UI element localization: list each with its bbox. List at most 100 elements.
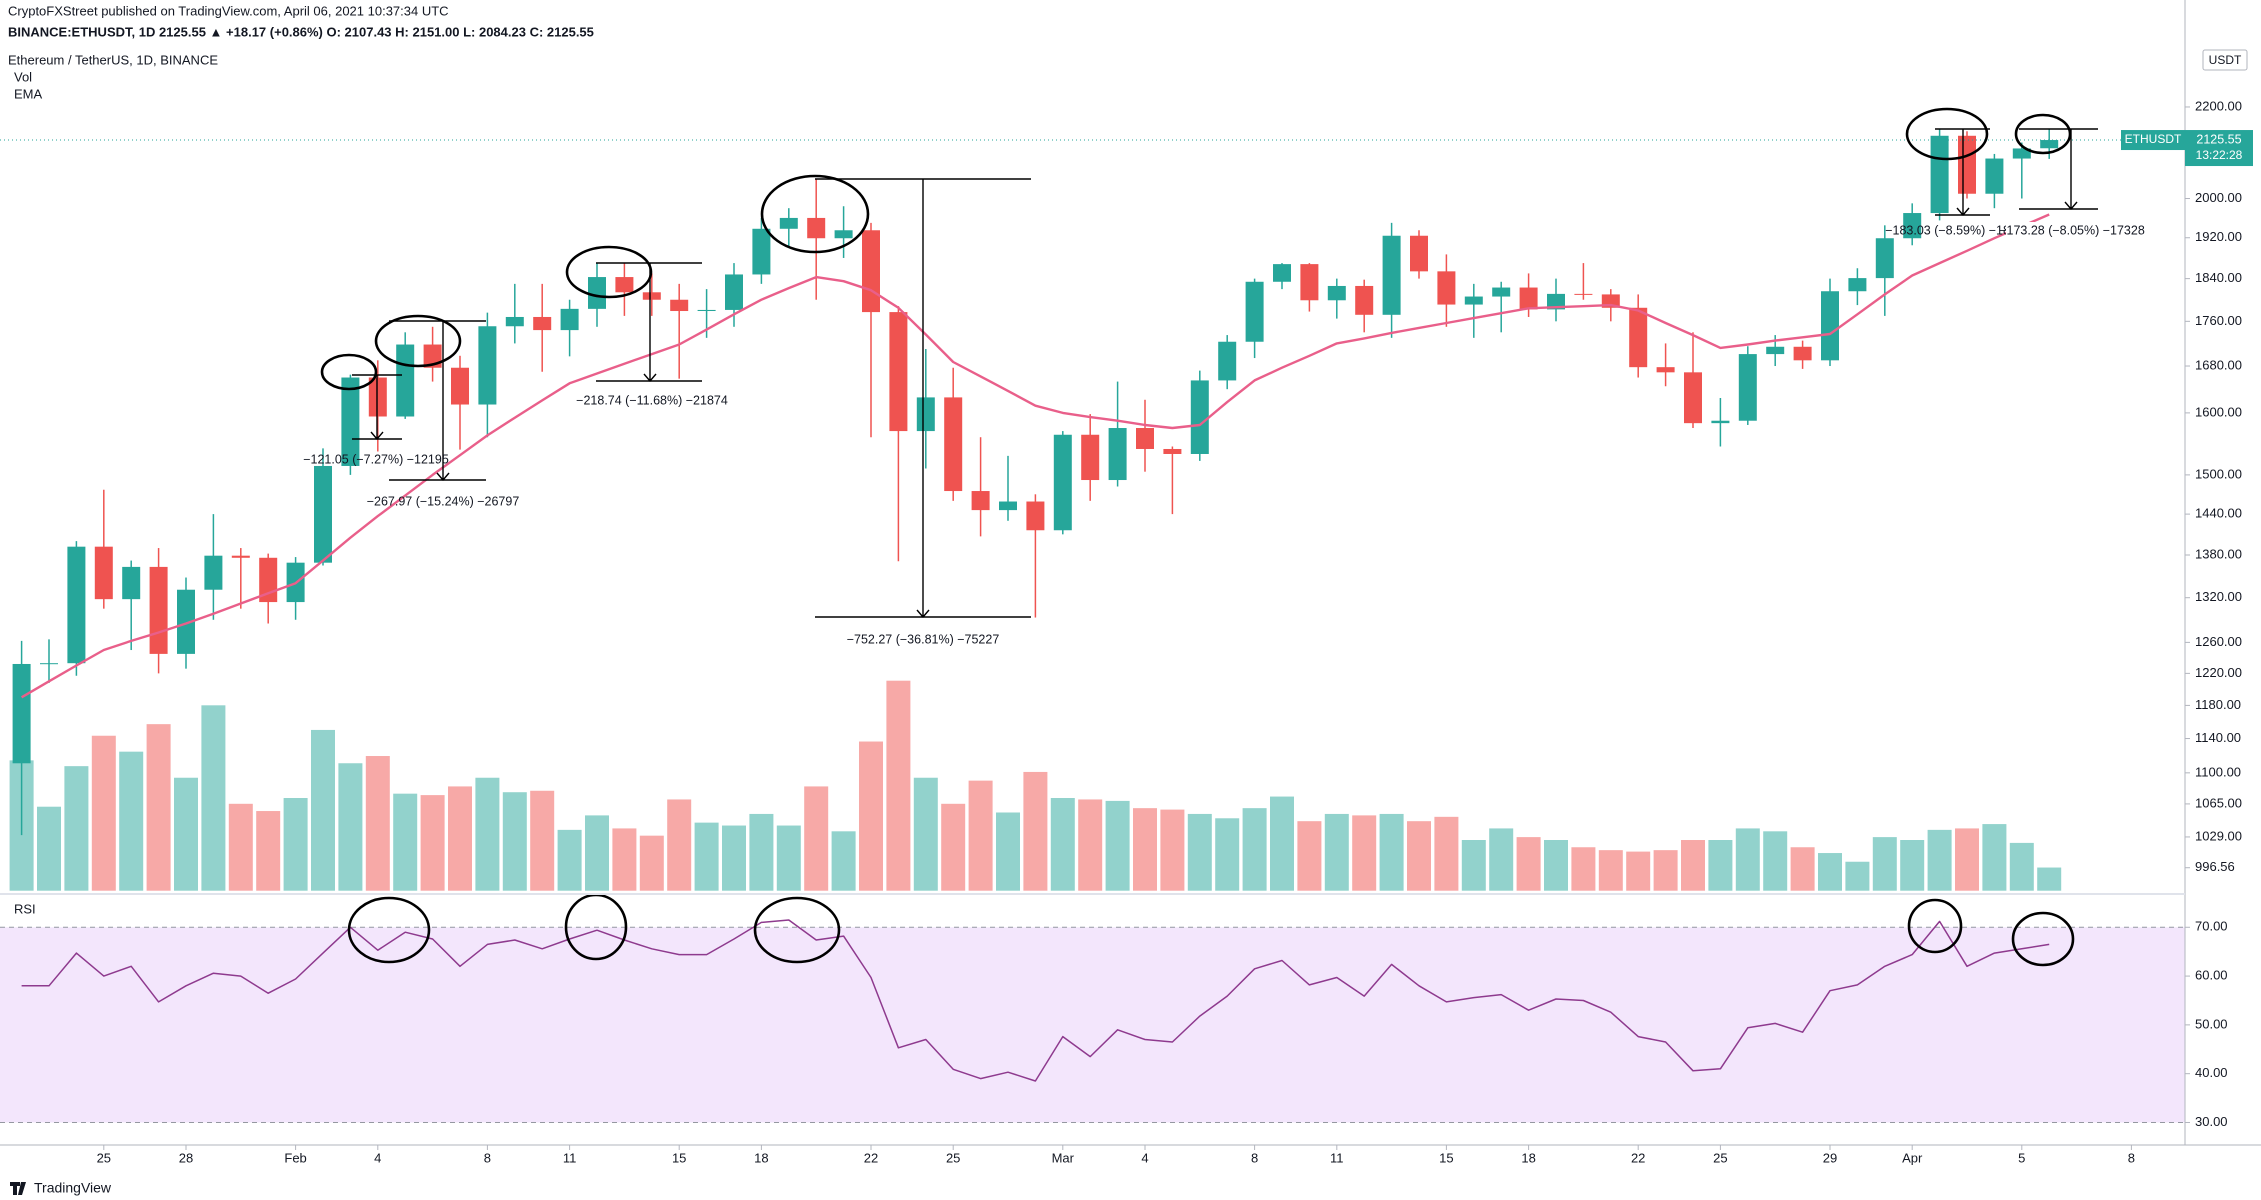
candle-body [1327, 285, 1346, 301]
x-tick-label: 4 [374, 1150, 381, 1165]
volume-bar [1023, 771, 1048, 891]
circle [320, 353, 378, 391]
volume-bar [557, 829, 582, 891]
chart-title: Ethereum / TetherUS, 1D, BINANCE [8, 52, 218, 67]
currency-label: USDT [2209, 53, 2242, 67]
candle-body [314, 465, 332, 563]
candle-body [2012, 148, 2031, 159]
candle-body [1081, 434, 1100, 481]
volume-bar [530, 790, 555, 891]
volume-bar [776, 825, 801, 891]
measure-tool [815, 178, 1031, 619]
candle-body [94, 546, 113, 600]
symbol-tag [2121, 130, 2185, 151]
x-tick-label: 15 [1439, 1150, 1453, 1165]
x-tick-label: Mar [1052, 1150, 1075, 1165]
candle-body [1464, 296, 1483, 305]
candle-body [779, 217, 798, 229]
measure-label: −183.03 (−8.59%) −18303 [1885, 223, 2031, 237]
candle-body [588, 277, 606, 309]
volume-bar [1626, 851, 1651, 891]
y-tick-label: 1180.00 [2195, 697, 2241, 712]
x-tick-label: 5 [2018, 1150, 2025, 1165]
volume-bar [1544, 840, 1568, 891]
volume-bar [1461, 840, 1486, 891]
currency-box [2202, 49, 2248, 71]
y-tick-label: 996.56 [2195, 859, 2235, 874]
circle [1905, 107, 1989, 161]
volume-bar [694, 822, 719, 891]
candle-body [1875, 238, 1894, 279]
volume-bar [804, 786, 829, 891]
volume-bar [393, 793, 418, 891]
y-tick-label: 2000.00 [2195, 190, 2242, 205]
circle [760, 174, 870, 254]
candle-body [478, 326, 497, 405]
measure-tool [2019, 128, 2098, 211]
measure-label: −267.97 (−15.24%) −26797 [367, 494, 520, 508]
volume-bar [886, 680, 911, 891]
candle-body [560, 308, 579, 331]
volume-bar [1379, 813, 1404, 891]
volume-bar [119, 751, 144, 891]
volume-bar [859, 741, 883, 891]
measure-label: −173.28 (−8.05%) −17328 [1999, 223, 2145, 237]
x-tick-label: 22 [864, 1150, 878, 1165]
volume-bar [1160, 809, 1185, 891]
y-tick-label: 1680.00 [2195, 357, 2242, 372]
x-tick-label: 8 [2128, 1150, 2135, 1165]
volume-bar [338, 763, 363, 891]
candle-body [1821, 291, 1839, 361]
volume-bar [365, 756, 390, 891]
volume-bar [1242, 808, 1267, 891]
circle [565, 245, 653, 299]
volume-bar [1735, 828, 1760, 891]
volume-bar [722, 825, 746, 891]
volume-bar [146, 724, 171, 891]
measure-tool [352, 374, 402, 441]
candle-body [67, 546, 86, 664]
candle-body [1437, 271, 1456, 305]
ema-legend: EMA [14, 86, 43, 101]
candle-body [1848, 278, 1867, 292]
volume-bar [201, 705, 226, 891]
candle-body [807, 217, 826, 239]
volume-bar [667, 799, 692, 891]
volume-bar [749, 813, 774, 891]
volume-bar [1324, 813, 1349, 891]
candle-body [670, 299, 689, 312]
volume-legend: Vol [14, 69, 32, 84]
volume-bar [283, 798, 308, 891]
volume-bar [941, 803, 966, 891]
y-tick-label: 1065.00 [2195, 795, 2242, 810]
candle-body [122, 566, 141, 600]
price-tag-label: 2125.55 [2196, 132, 2241, 146]
published-line: CryptoFXStreet published on TradingView.… [8, 3, 449, 18]
x-tick-label: Apr [1902, 1150, 1923, 1165]
candle-body [1300, 264, 1319, 301]
symbol-line: BINANCE:ETHUSDT, 1D 2125.55 ▲ +18.17 (+0… [8, 24, 594, 39]
volume-bar [1927, 829, 1952, 891]
circle [347, 896, 431, 964]
candle-body [149, 566, 168, 654]
y-tick-label: 1140.00 [2195, 730, 2241, 745]
candle-body [1656, 367, 1675, 373]
x-tick-label: 25 [946, 1150, 960, 1165]
candle-body [1190, 380, 1209, 454]
candle-body [1492, 287, 1511, 297]
volume-bar [1872, 837, 1897, 891]
candle-body [1903, 213, 1922, 239]
measure-label: −121.05 (−7.27%) −12195 [303, 452, 449, 466]
candle-body [1547, 293, 1565, 310]
candle-body [2040, 140, 2059, 149]
volume-bar [91, 735, 116, 891]
footer-logo: TradingView [10, 1180, 112, 1196]
volume-bar [1297, 821, 1322, 891]
x-tick-label: 28 [179, 1150, 193, 1165]
volume-bar [1133, 808, 1157, 891]
candle-body [1108, 428, 1127, 481]
volume-bar [448, 786, 472, 891]
rsi-line [21, 919, 2050, 1082]
rsi-legend: RSI [14, 901, 36, 916]
y-tick-label: 1840.00 [2195, 270, 2242, 285]
